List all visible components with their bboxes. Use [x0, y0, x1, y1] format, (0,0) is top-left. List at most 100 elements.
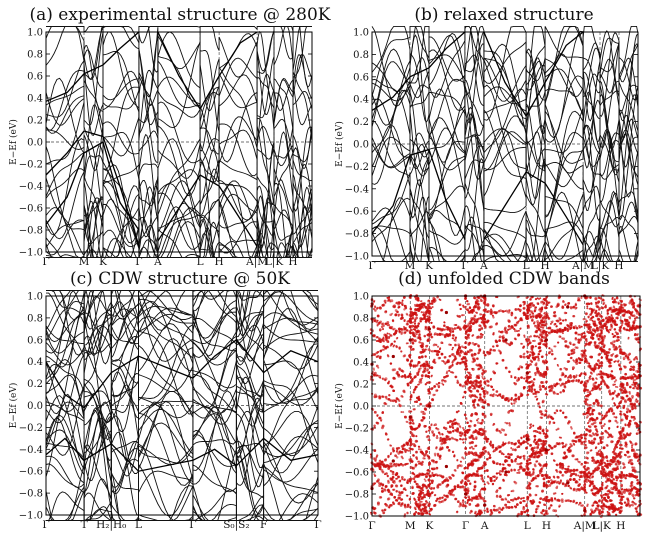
band-point [591, 475, 594, 478]
band-point [569, 486, 572, 489]
band-point [621, 427, 624, 430]
band-point [605, 414, 608, 417]
band-point [583, 485, 586, 489]
band-point [531, 502, 534, 505]
band-point [430, 366, 434, 370]
band-point [622, 490, 626, 494]
band-point [388, 394, 391, 397]
band-point [617, 476, 620, 479]
band-point [599, 450, 602, 453]
band-point [406, 320, 409, 323]
band-point [528, 482, 532, 486]
band-point [619, 510, 622, 513]
band-point [590, 434, 593, 438]
band-point [542, 484, 546, 488]
band-point [601, 507, 605, 511]
band-point [502, 310, 505, 313]
band-point [590, 302, 593, 305]
band-point [608, 506, 610, 509]
band-point [589, 375, 592, 378]
band-point [424, 479, 427, 482]
band-point [500, 428, 504, 431]
band-point [570, 427, 573, 430]
band-point [415, 482, 418, 486]
band-point [517, 496, 520, 500]
band-point [602, 424, 605, 427]
band-point [627, 336, 630, 339]
y-tick-label: 0.8 [353, 50, 369, 61]
band-point [474, 398, 477, 402]
band-point [554, 311, 557, 313]
band-point [472, 474, 474, 477]
band-point [422, 486, 424, 489]
band-point [397, 464, 400, 467]
band-point [449, 493, 452, 496]
band-point [435, 446, 438, 449]
band-point [504, 433, 507, 436]
band-point [606, 459, 609, 462]
band-point [410, 296, 413, 299]
band-point [598, 513, 601, 516]
band-point [408, 381, 412, 384]
band-point [473, 485, 477, 489]
band-point [597, 464, 600, 467]
band-point [456, 466, 459, 469]
band-point [577, 296, 580, 300]
band-point [598, 387, 601, 390]
band-line [483, 31, 584, 118]
band-point [616, 459, 620, 463]
band-point [489, 456, 492, 459]
band-point [435, 466, 439, 470]
band-point [423, 506, 427, 510]
band-point [523, 469, 526, 473]
band-point [578, 357, 581, 361]
band-point [524, 316, 528, 320]
k-point-label: L [135, 519, 142, 531]
band-point [451, 330, 455, 333]
band-point [431, 491, 434, 494]
band-point [476, 419, 479, 422]
band-point [491, 445, 495, 449]
band-point [409, 506, 412, 509]
band-point [569, 500, 572, 503]
band-point [625, 445, 628, 448]
band-point [477, 497, 480, 501]
band-point [470, 321, 473, 324]
band-point [452, 337, 455, 340]
band-point [454, 497, 458, 501]
band-point [532, 381, 535, 384]
band-point [618, 447, 621, 450]
band-point [419, 365, 422, 368]
band-point [547, 317, 551, 320]
band-point [541, 330, 545, 334]
band-point [536, 460, 539, 463]
y-tick-label: 0.4 [353, 95, 369, 106]
band-point [507, 506, 511, 510]
band-point [483, 434, 486, 437]
band-point [449, 476, 452, 480]
band-point [612, 305, 615, 308]
y-tick-label: 1.0 [27, 28, 43, 39]
band-point [604, 305, 607, 309]
band-point [600, 315, 603, 318]
band-point [589, 371, 593, 374]
band-point [428, 392, 432, 395]
band-line [45, 397, 319, 477]
band-point [598, 412, 602, 416]
band-point [409, 430, 412, 434]
band-point [483, 446, 487, 449]
band-point [480, 474, 483, 477]
k-point-label: Γ [314, 519, 321, 531]
band-line [371, 25, 639, 143]
band-point [617, 335, 620, 339]
band-point [532, 449, 535, 452]
k-point-label: A [153, 256, 162, 268]
band-point [530, 310, 533, 313]
band-point [408, 479, 412, 483]
band-point [373, 449, 376, 452]
band-point [542, 481, 546, 484]
band-point [451, 488, 455, 492]
band-point [394, 454, 397, 458]
band-point [440, 308, 444, 312]
